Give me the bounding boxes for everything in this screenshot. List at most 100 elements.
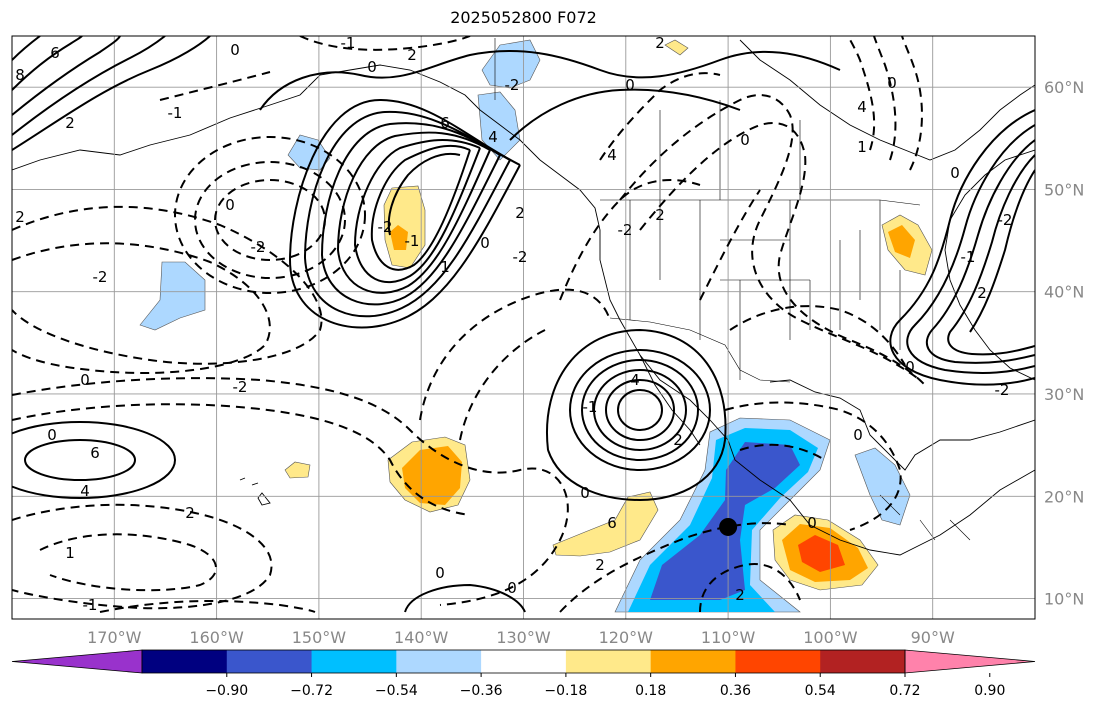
contour-label: 6 — [440, 114, 450, 132]
figure-title: 2025052800 F072 — [450, 8, 597, 27]
contour-line-zero — [546, 328, 727, 502]
contour-label: 0 — [367, 58, 377, 76]
contour-label: 2 — [595, 556, 605, 574]
contour-label: 2 — [977, 284, 987, 302]
contour-label: 0 — [80, 371, 90, 389]
colorbar-tick-label: −0.18 — [544, 683, 587, 699]
colorbar-tick-label: −0.36 — [460, 683, 503, 699]
border-us-mexico — [609, 317, 791, 383]
contour-line-negative — [159, 71, 271, 101]
contour-line-positive — [617, 389, 663, 431]
anomaly-region-positive — [284, 461, 311, 479]
contour-line-positive — [12, 36, 121, 116]
contour-label: -1 — [961, 248, 976, 266]
contour-line-positive — [947, 154, 1035, 356]
colorbar-bin — [650, 650, 736, 673]
contour-label: 1 — [440, 258, 450, 276]
latitude-label: 60°N — [1044, 78, 1084, 97]
contour-line-negative — [873, 36, 897, 161]
contour-label: -1 — [83, 596, 98, 614]
colorbar-extend-high — [904, 649, 1036, 674]
contour-line-negative — [619, 94, 921, 381]
latitude-label: 20°N — [1044, 487, 1084, 506]
colorbar-frame — [141, 649, 906, 674]
colorbar-tick-label: −0.72 — [290, 683, 333, 699]
colorbar-bin — [565, 650, 652, 673]
contour-line-positive — [581, 359, 699, 461]
anomaly-region-positive — [552, 491, 659, 557]
contour-line-positive — [925, 139, 1035, 364]
contour-line-negative — [214, 179, 326, 261]
contour-label: 6 — [607, 514, 617, 532]
location-marker — [719, 517, 738, 536]
contour-line-negative — [39, 533, 217, 592]
contour-line-positive — [12, 421, 176, 499]
anomaly-region-positive — [664, 39, 689, 56]
contour-label: 0 — [480, 234, 490, 252]
longitude-label: 130°W — [496, 628, 551, 647]
contour-line-negative — [901, 36, 923, 171]
contour-label: 0 — [225, 196, 235, 214]
anomaly-region-negative — [139, 261, 206, 331]
longitude-label: 100°W — [803, 628, 858, 647]
latitude-labels: 60°N 50°N 40°N 30°N 20°N 10°N — [1044, 78, 1084, 608]
contour-label: 6 — [90, 444, 100, 462]
longitude-labels: 170°W 160°W 150°W 140°W 130°W 120°W 110°W 100°W… — [87, 628, 955, 647]
contour-line-negative — [459, 329, 546, 441]
anomaly-shading — [139, 39, 933, 613]
anomaly-region-positive — [888, 225, 915, 258]
contour-label: -2 — [251, 238, 266, 256]
contour-line-negative — [12, 205, 323, 365]
contour-line-negative — [12, 242, 271, 374]
contour-label: 0 — [853, 426, 863, 444]
contour-line-positive — [12, 36, 166, 136]
coastline — [769, 379, 1035, 471]
contour-label: 2 — [735, 586, 745, 604]
contour-line-positive — [509, 88, 741, 141]
contour-line-positive — [889, 109, 1035, 386]
longitude-label: 120°W — [599, 628, 654, 647]
contour-line-negative — [847, 36, 876, 151]
contour-line-negative — [724, 401, 902, 531]
contour-label: 0 — [507, 579, 517, 597]
anomaly-region-positive — [402, 446, 462, 505]
coastline — [12, 64, 1035, 556]
longitude-label: 170°W — [87, 628, 142, 647]
contour-line-positive — [12, 36, 83, 91]
colorbar-tick-label: 0.54 — [805, 683, 836, 699]
colorbar-tick-label: −0.54 — [375, 683, 418, 699]
anomaly-region-positive — [390, 225, 408, 250]
contour-line-positive — [370, 144, 471, 271]
contour-line-negative — [739, 443, 826, 461]
colorbar-bin — [820, 650, 906, 673]
contour-lines — [12, 36, 1035, 613]
contour-label: 2 — [655, 34, 665, 52]
graticule — [12, 36, 1035, 619]
map-frame — [11, 35, 1036, 620]
contour-label: 2 — [15, 208, 25, 226]
longitude-label: 150°W — [292, 628, 347, 647]
contour-label: 0 — [435, 564, 445, 582]
contour-label: 0 — [580, 484, 590, 502]
contour-line-positive — [336, 131, 491, 294]
political-borders — [494, 38, 971, 541]
contour-label: -1 — [168, 104, 183, 122]
contour-line-negative — [699, 189, 761, 301]
contour-label: -2 — [378, 218, 393, 236]
contour-line-positive — [24, 439, 136, 481]
longitude-label: 90°W — [911, 628, 955, 647]
anomaly-region-negative — [854, 447, 911, 526]
contour-label: 0 — [887, 74, 897, 92]
anomaly-region-positive — [798, 535, 845, 572]
colorbar-bin — [311, 650, 397, 673]
state-borders — [629, 200, 901, 380]
contour-label: 4 — [80, 482, 90, 500]
contour-line-negative — [599, 72, 721, 161]
contour-label: 0 — [47, 426, 57, 444]
contour-label: 2 — [185, 504, 195, 522]
negative-contours — [12, 36, 926, 613]
contour-line-positive — [320, 122, 501, 306]
colorbar-extend-low — [11, 649, 143, 674]
